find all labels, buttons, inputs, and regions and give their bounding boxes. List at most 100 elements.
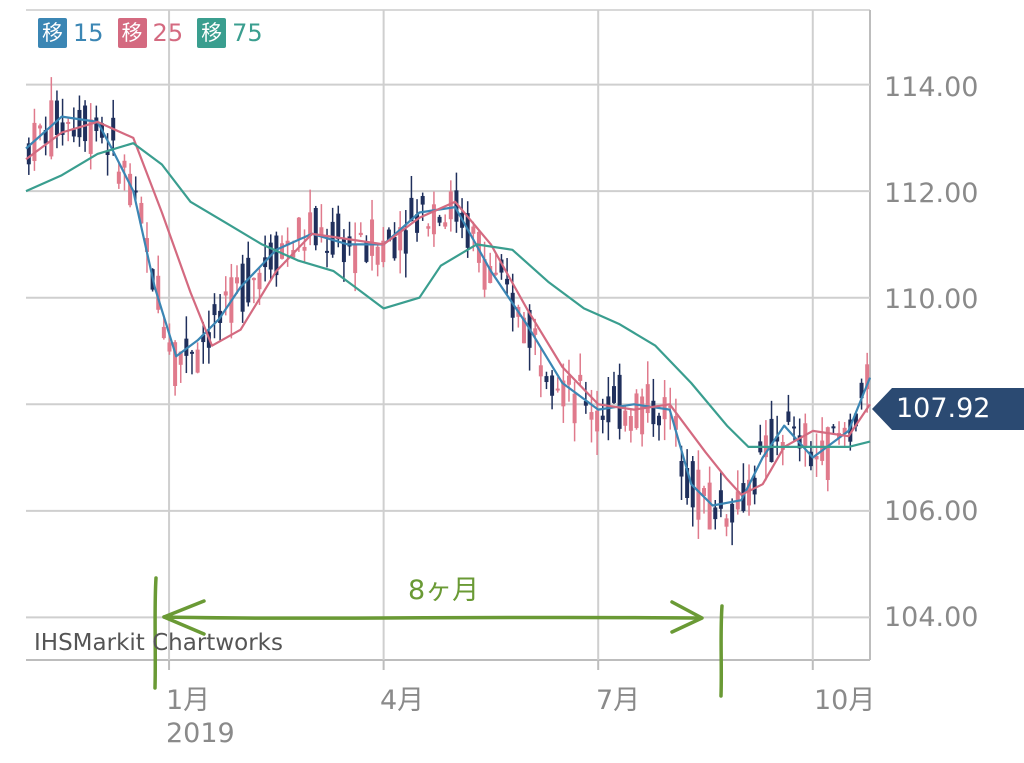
candle-body bbox=[713, 507, 718, 520]
annotation-arrow-right-head bbox=[670, 600, 704, 634]
candle-body bbox=[651, 400, 656, 425]
candle-body bbox=[336, 213, 341, 240]
candle-body bbox=[156, 275, 161, 310]
y-tick-label: 106.00 bbox=[884, 496, 979, 527]
candle-body bbox=[139, 202, 144, 224]
x-tick-label: 4月 bbox=[380, 685, 425, 716]
candle-body bbox=[26, 143, 31, 165]
candle-body bbox=[94, 117, 99, 131]
candle-body bbox=[814, 456, 819, 460]
candle-body bbox=[66, 121, 71, 124]
candle-body bbox=[696, 469, 701, 520]
candle-body bbox=[195, 349, 200, 373]
candle-body bbox=[752, 477, 757, 495]
candle-body bbox=[589, 412, 594, 420]
candle-body bbox=[679, 460, 684, 477]
candle-body bbox=[403, 230, 408, 254]
candle-body bbox=[189, 351, 194, 354]
candle-body bbox=[178, 351, 183, 365]
candle-body bbox=[167, 342, 172, 352]
current-price-tag: 107.92 bbox=[872, 388, 1024, 430]
x-tick-label: 10月 bbox=[814, 685, 876, 716]
legend-ma15-period: 15 bbox=[73, 19, 104, 47]
candle-body bbox=[825, 427, 830, 481]
candle-body bbox=[116, 171, 121, 184]
candle-body bbox=[747, 479, 752, 506]
candle-body bbox=[392, 237, 397, 259]
candle-body bbox=[853, 413, 858, 427]
candle-body bbox=[718, 490, 723, 509]
candle-body bbox=[572, 393, 577, 424]
candle-body bbox=[133, 190, 138, 193]
candle-body bbox=[685, 467, 690, 498]
candle-body bbox=[842, 427, 847, 434]
legend-ma15[interactable]: 移 15 bbox=[38, 18, 104, 48]
candle-body bbox=[431, 204, 436, 235]
ma-line-25 bbox=[25, 120, 871, 496]
candle-body bbox=[702, 488, 707, 497]
candle-body bbox=[257, 272, 262, 290]
candle-body bbox=[673, 416, 678, 430]
candle-body bbox=[370, 219, 375, 256]
candle-body bbox=[274, 235, 279, 276]
candle-body bbox=[499, 259, 504, 273]
year-label: 2019 bbox=[166, 718, 235, 749]
legend-ma25[interactable]: 移 25 bbox=[117, 18, 183, 48]
candle-body bbox=[471, 226, 476, 234]
candle-body bbox=[319, 227, 324, 236]
y-tick-label: 104.00 bbox=[884, 602, 979, 633]
candle-body bbox=[611, 386, 616, 403]
candle-body bbox=[353, 244, 358, 274]
candle-body bbox=[43, 130, 48, 144]
candle-body bbox=[578, 374, 583, 381]
legend-ma25-tag: 移 bbox=[117, 18, 147, 48]
legend-ma15-tag: 移 bbox=[38, 18, 67, 48]
candle-body bbox=[296, 217, 301, 240]
candle-body bbox=[105, 151, 110, 155]
candle-body bbox=[640, 396, 645, 435]
legend: 移 15 移 25 移 75 bbox=[38, 18, 263, 48]
candle-body bbox=[144, 238, 149, 252]
ma-line-15 bbox=[25, 115, 872, 507]
candle-body bbox=[521, 317, 526, 344]
candle-body bbox=[657, 415, 661, 426]
candle-body bbox=[831, 426, 836, 429]
candle-body bbox=[381, 240, 386, 263]
candle-body bbox=[488, 265, 493, 283]
candle-body bbox=[212, 304, 217, 316]
current-price-value: 107.92 bbox=[892, 388, 1024, 430]
candle-body bbox=[128, 173, 133, 206]
candle-body bbox=[808, 451, 813, 467]
candle-body bbox=[280, 243, 285, 259]
candle-body bbox=[859, 382, 864, 399]
legend-ma75[interactable]: 移 75 bbox=[197, 18, 263, 48]
candle-body bbox=[251, 277, 256, 281]
candle-body bbox=[409, 197, 414, 222]
candle-body bbox=[493, 272, 498, 275]
annotation-arrow-line bbox=[162, 615, 702, 620]
candle-body bbox=[184, 338, 189, 356]
candle-body bbox=[583, 401, 588, 406]
candle-body bbox=[645, 384, 650, 414]
candle-body bbox=[420, 196, 425, 205]
candle-body bbox=[60, 122, 65, 135]
candle-body bbox=[426, 226, 431, 229]
candle-body bbox=[302, 246, 307, 251]
candle-body bbox=[398, 227, 403, 251]
candle-body bbox=[364, 241, 369, 262]
candle-body bbox=[83, 105, 88, 142]
candle-body bbox=[544, 376, 549, 383]
candle-body bbox=[341, 238, 346, 263]
x-tick-label: 1月 bbox=[166, 685, 211, 716]
candle-body bbox=[628, 416, 633, 431]
candle-body bbox=[443, 222, 448, 227]
candle-body bbox=[476, 231, 481, 263]
candle-body bbox=[775, 436, 780, 442]
candle-body bbox=[285, 240, 290, 246]
candle-body bbox=[313, 207, 318, 246]
candle-body bbox=[161, 326, 166, 339]
candle-body bbox=[606, 396, 611, 423]
candle-body bbox=[623, 410, 628, 426]
candle-body bbox=[865, 364, 870, 390]
